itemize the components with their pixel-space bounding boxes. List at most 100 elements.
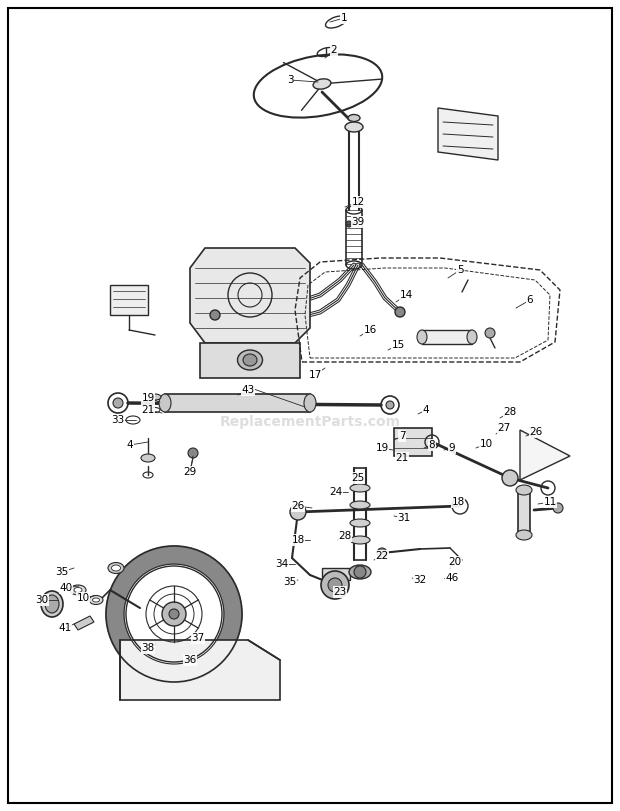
Ellipse shape <box>350 536 370 544</box>
Text: 35: 35 <box>283 577 296 587</box>
Text: 8: 8 <box>428 440 435 450</box>
Text: 15: 15 <box>391 340 405 350</box>
Text: 18: 18 <box>451 497 464 507</box>
Polygon shape <box>190 248 310 343</box>
Ellipse shape <box>417 330 427 344</box>
Ellipse shape <box>237 350 262 370</box>
Ellipse shape <box>74 587 82 593</box>
Text: 26: 26 <box>529 427 542 437</box>
Text: 30: 30 <box>35 595 48 605</box>
Text: 14: 14 <box>399 290 413 300</box>
Text: 29: 29 <box>184 467 197 477</box>
Ellipse shape <box>159 394 171 412</box>
Circle shape <box>485 328 495 338</box>
Ellipse shape <box>149 394 161 400</box>
Text: 28: 28 <box>339 531 352 541</box>
Circle shape <box>113 398 123 408</box>
Text: 19: 19 <box>141 393 154 403</box>
Text: 23: 23 <box>334 587 347 597</box>
Text: 11: 11 <box>543 497 557 507</box>
Text: ReplacementParts.com: ReplacementParts.com <box>219 414 401 429</box>
Ellipse shape <box>304 394 316 412</box>
Text: 18: 18 <box>291 535 304 545</box>
Text: 10: 10 <box>76 593 89 603</box>
Ellipse shape <box>345 122 363 132</box>
Text: 5: 5 <box>457 265 463 275</box>
Text: 32: 32 <box>414 575 427 585</box>
Ellipse shape <box>89 595 103 604</box>
Text: 1: 1 <box>340 13 347 23</box>
Bar <box>422 330 472 344</box>
Circle shape <box>395 307 405 317</box>
Text: 19: 19 <box>375 443 389 453</box>
Ellipse shape <box>41 591 63 617</box>
Text: 22: 22 <box>375 551 389 561</box>
Ellipse shape <box>516 530 532 540</box>
Ellipse shape <box>108 563 124 573</box>
Text: 38: 38 <box>141 643 154 653</box>
Wedge shape <box>106 546 242 682</box>
Circle shape <box>386 401 394 409</box>
Text: 46: 46 <box>445 573 459 583</box>
Circle shape <box>377 548 387 558</box>
Text: 41: 41 <box>58 623 72 633</box>
Text: 4: 4 <box>126 440 133 450</box>
Bar <box>322 568 350 580</box>
Bar <box>518 490 530 535</box>
Ellipse shape <box>350 484 370 492</box>
Polygon shape <box>438 108 498 160</box>
Circle shape <box>210 310 220 320</box>
Text: 9: 9 <box>449 443 455 453</box>
Ellipse shape <box>112 565 120 571</box>
Text: 2: 2 <box>330 45 337 55</box>
Circle shape <box>188 448 198 458</box>
Polygon shape <box>200 343 300 378</box>
Text: 40: 40 <box>60 583 73 593</box>
Text: 12: 12 <box>352 197 365 207</box>
Text: 39: 39 <box>352 217 365 227</box>
Circle shape <box>354 566 366 578</box>
Circle shape <box>328 578 342 592</box>
Circle shape <box>290 504 306 520</box>
Text: 36: 36 <box>184 655 197 665</box>
Text: 24: 24 <box>329 487 343 497</box>
Text: 16: 16 <box>363 325 376 335</box>
Text: 26: 26 <box>291 501 304 511</box>
Text: 6: 6 <box>526 295 533 305</box>
Circle shape <box>321 571 349 599</box>
Text: 31: 31 <box>397 513 410 523</box>
Ellipse shape <box>70 585 86 595</box>
Text: 37: 37 <box>192 633 205 643</box>
Text: 10: 10 <box>479 439 492 449</box>
Circle shape <box>502 470 518 486</box>
Text: 3: 3 <box>286 75 293 85</box>
Ellipse shape <box>92 598 99 602</box>
Text: 35: 35 <box>55 567 69 577</box>
Text: 17: 17 <box>308 370 322 380</box>
Text: 34: 34 <box>275 559 289 569</box>
Ellipse shape <box>243 354 257 366</box>
Ellipse shape <box>348 114 360 122</box>
Polygon shape <box>520 430 570 480</box>
Text: 21: 21 <box>141 405 154 415</box>
Ellipse shape <box>350 519 370 527</box>
Text: 21: 21 <box>396 453 409 463</box>
Text: 33: 33 <box>112 415 125 425</box>
Ellipse shape <box>350 501 370 509</box>
Bar <box>394 428 432 456</box>
Bar <box>165 394 310 412</box>
Text: 20: 20 <box>448 557 461 567</box>
Ellipse shape <box>313 79 331 89</box>
Text: 43: 43 <box>241 385 255 395</box>
Text: 28: 28 <box>503 407 516 417</box>
Circle shape <box>346 221 352 227</box>
Text: 4: 4 <box>423 405 429 415</box>
Circle shape <box>162 602 186 626</box>
Ellipse shape <box>467 330 477 344</box>
Ellipse shape <box>141 454 155 462</box>
Text: 25: 25 <box>352 473 365 483</box>
Circle shape <box>553 503 563 513</box>
Polygon shape <box>74 616 94 630</box>
Text: 27: 27 <box>497 423 511 433</box>
Polygon shape <box>120 640 280 700</box>
